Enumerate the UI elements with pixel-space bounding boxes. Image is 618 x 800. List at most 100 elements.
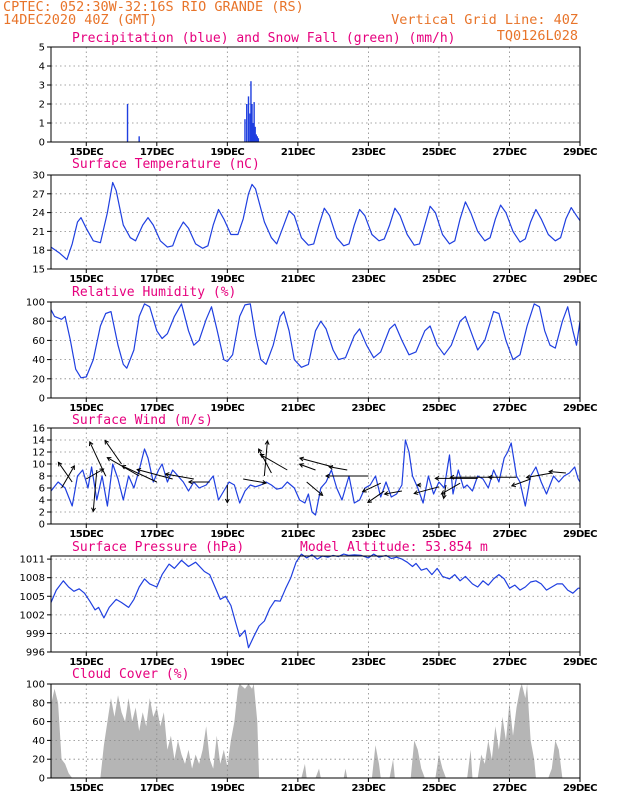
- precipitation-bar: [256, 136, 259, 142]
- x-tick-label: 29DEC: [563, 529, 597, 540]
- header-model-id: TQ0126L028: [497, 28, 578, 44]
- wind-vector-arrow: [61, 464, 75, 489]
- header-location: CPTEC: 052:30W-32:16S RIO GRANDE (RS): [3, 0, 304, 15]
- x-tick-label: 17DEC: [140, 783, 174, 794]
- y-tick-label: 21: [32, 227, 45, 238]
- y-tick-label: 40: [32, 355, 45, 366]
- x-tick-label: 17DEC: [140, 657, 174, 668]
- x-tick-label: 19DEC: [210, 529, 244, 540]
- humidity-title: Relative Humidity (%): [72, 285, 236, 300]
- x-tick-label: 25DEC: [422, 274, 456, 285]
- y-tick-label: 996: [26, 648, 45, 659]
- humidity-panel: 0 20 40 60 80 100 15DEC 17DEC 19DEC 21DEC 23DEC 25D…: [26, 285, 598, 414]
- y-tick-label: 80: [32, 698, 45, 709]
- wind-title: Surface Wind (m/s): [72, 413, 213, 428]
- y-tick-label: 1011: [20, 555, 45, 566]
- pressure-title: Surface Pressure (hPa): [72, 540, 244, 555]
- y-tick-label: 20: [32, 374, 45, 385]
- precipitation-bar: [246, 104, 248, 142]
- x-tick-label: 27DEC: [493, 274, 527, 285]
- wind-vector-arrow: [487, 474, 517, 480]
- plot-frame: [50, 301, 581, 399]
- y-tick-label: 3: [39, 81, 45, 92]
- wind-vector-arrow: [298, 456, 334, 468]
- x-tick-label: 29DEC: [563, 147, 597, 158]
- wind-vector-arrow: [121, 464, 158, 483]
- x-tick-label: 23DEC: [351, 529, 385, 540]
- wind-vector-arrow: [86, 468, 105, 480]
- temperature-line: [50, 181, 581, 261]
- x-tick-label: 27DEC: [493, 783, 527, 794]
- wind-vector-arrow: [104, 439, 122, 465]
- wind-vector-arrow: [367, 490, 385, 504]
- x-tick-label: 23DEC: [351, 403, 385, 414]
- x-tick-label: 25DEC: [422, 529, 456, 540]
- x-tick-label: 29DEC: [563, 783, 597, 794]
- y-tick-label: 14: [32, 436, 45, 447]
- x-tick-label: 15DEC: [69, 147, 103, 158]
- x-tick-label: 21DEC: [281, 403, 315, 414]
- x-tick-label: 27DEC: [493, 403, 527, 414]
- wind-vector-arrow: [187, 479, 210, 485]
- x-tick-label: 25DEC: [422, 403, 456, 414]
- y-tick-label: 80: [32, 317, 45, 328]
- cloud-cover-area: [51, 684, 580, 778]
- precipitation-bar: [249, 113, 251, 142]
- x-tick-label: 21DEC: [281, 657, 315, 668]
- wind-vector-arrow: [306, 481, 324, 497]
- precipitation-bar: [257, 138, 260, 142]
- y-tick-label: 1005: [20, 592, 45, 603]
- x-tick-label: 19DEC: [210, 783, 244, 794]
- precipitation-bar: [255, 134, 257, 142]
- cloud-cover-panel: 0 20 40 60 80 100 15DEC 17DEC 19DEC 21DEC 23DEC 25D…: [26, 667, 598, 794]
- x-tick-label: 15DEC: [69, 403, 103, 414]
- y-tick-label: 27: [32, 189, 45, 200]
- x-tick-label: 25DEC: [422, 657, 456, 668]
- y-tick-label: 999: [26, 629, 45, 640]
- x-tick-label: 23DEC: [351, 147, 385, 158]
- y-tick-label: 5: [39, 43, 45, 54]
- x-tick-label: 25DEC: [422, 783, 456, 794]
- x-tick-label: 23DEC: [351, 274, 385, 285]
- y-tick-label: 10: [32, 460, 45, 471]
- x-tick-label: 17DEC: [140, 529, 174, 540]
- x-tick-label: 27DEC: [493, 147, 527, 158]
- x-tick-label: 19DEC: [210, 147, 244, 158]
- model-altitude-label: Model Altitude: 53.854 m: [300, 540, 488, 555]
- y-tick-label: 0: [39, 394, 45, 405]
- x-tick-label: 19DEC: [210, 657, 244, 668]
- y-tick-label: 2: [39, 100, 45, 111]
- temperature-title: Surface Temperature (nC): [72, 157, 260, 172]
- precip-title: Precipitation (blue) and Snow Fall (gree…: [72, 31, 456, 46]
- plot-frame: [50, 46, 581, 143]
- y-tick-label: 16: [32, 424, 45, 435]
- precipitation-bar: [253, 102, 255, 142]
- temperature-panel: 15 18 21 24 27 30 15DEC 17DEC 19DEC 21DEC 23DEC 25D…: [32, 157, 597, 285]
- precipitation-bar: [251, 104, 253, 142]
- x-tick-label: 25DEC: [422, 147, 456, 158]
- y-tick-label: 0: [39, 774, 45, 785]
- precipitation-bar: [254, 126, 256, 142]
- wind-vector-arrow: [91, 469, 98, 513]
- plot-frame: [50, 174, 581, 270]
- wind-vector-arrow: [258, 448, 272, 474]
- wind-vector-arrow: [548, 469, 566, 475]
- header-grid-info: Vertical Grid Line: 40Z: [391, 12, 578, 28]
- x-tick-label: 15DEC: [69, 783, 103, 794]
- y-tick-label: 60: [32, 336, 45, 347]
- pressure-panel: 996 999 1002 1005 1008 1011 15DEC 17DEC 19DEC 21D…: [20, 540, 598, 668]
- wind-vector-arrow: [328, 464, 348, 471]
- wind-vector-arrow: [224, 485, 230, 504]
- x-tick-label: 27DEC: [493, 529, 527, 540]
- y-tick-label: 1: [39, 119, 45, 130]
- precipitation-bar: [138, 136, 140, 142]
- y-tick-label: 24: [32, 208, 45, 219]
- wind-line: [50, 439, 581, 516]
- y-tick-label: 60: [32, 717, 45, 728]
- precipitation-bar: [247, 96, 250, 142]
- x-tick-label: 21DEC: [281, 274, 315, 285]
- header-date: 14DEC2020 40Z (GMT): [3, 12, 157, 28]
- wind-vector-arrow: [57, 461, 73, 483]
